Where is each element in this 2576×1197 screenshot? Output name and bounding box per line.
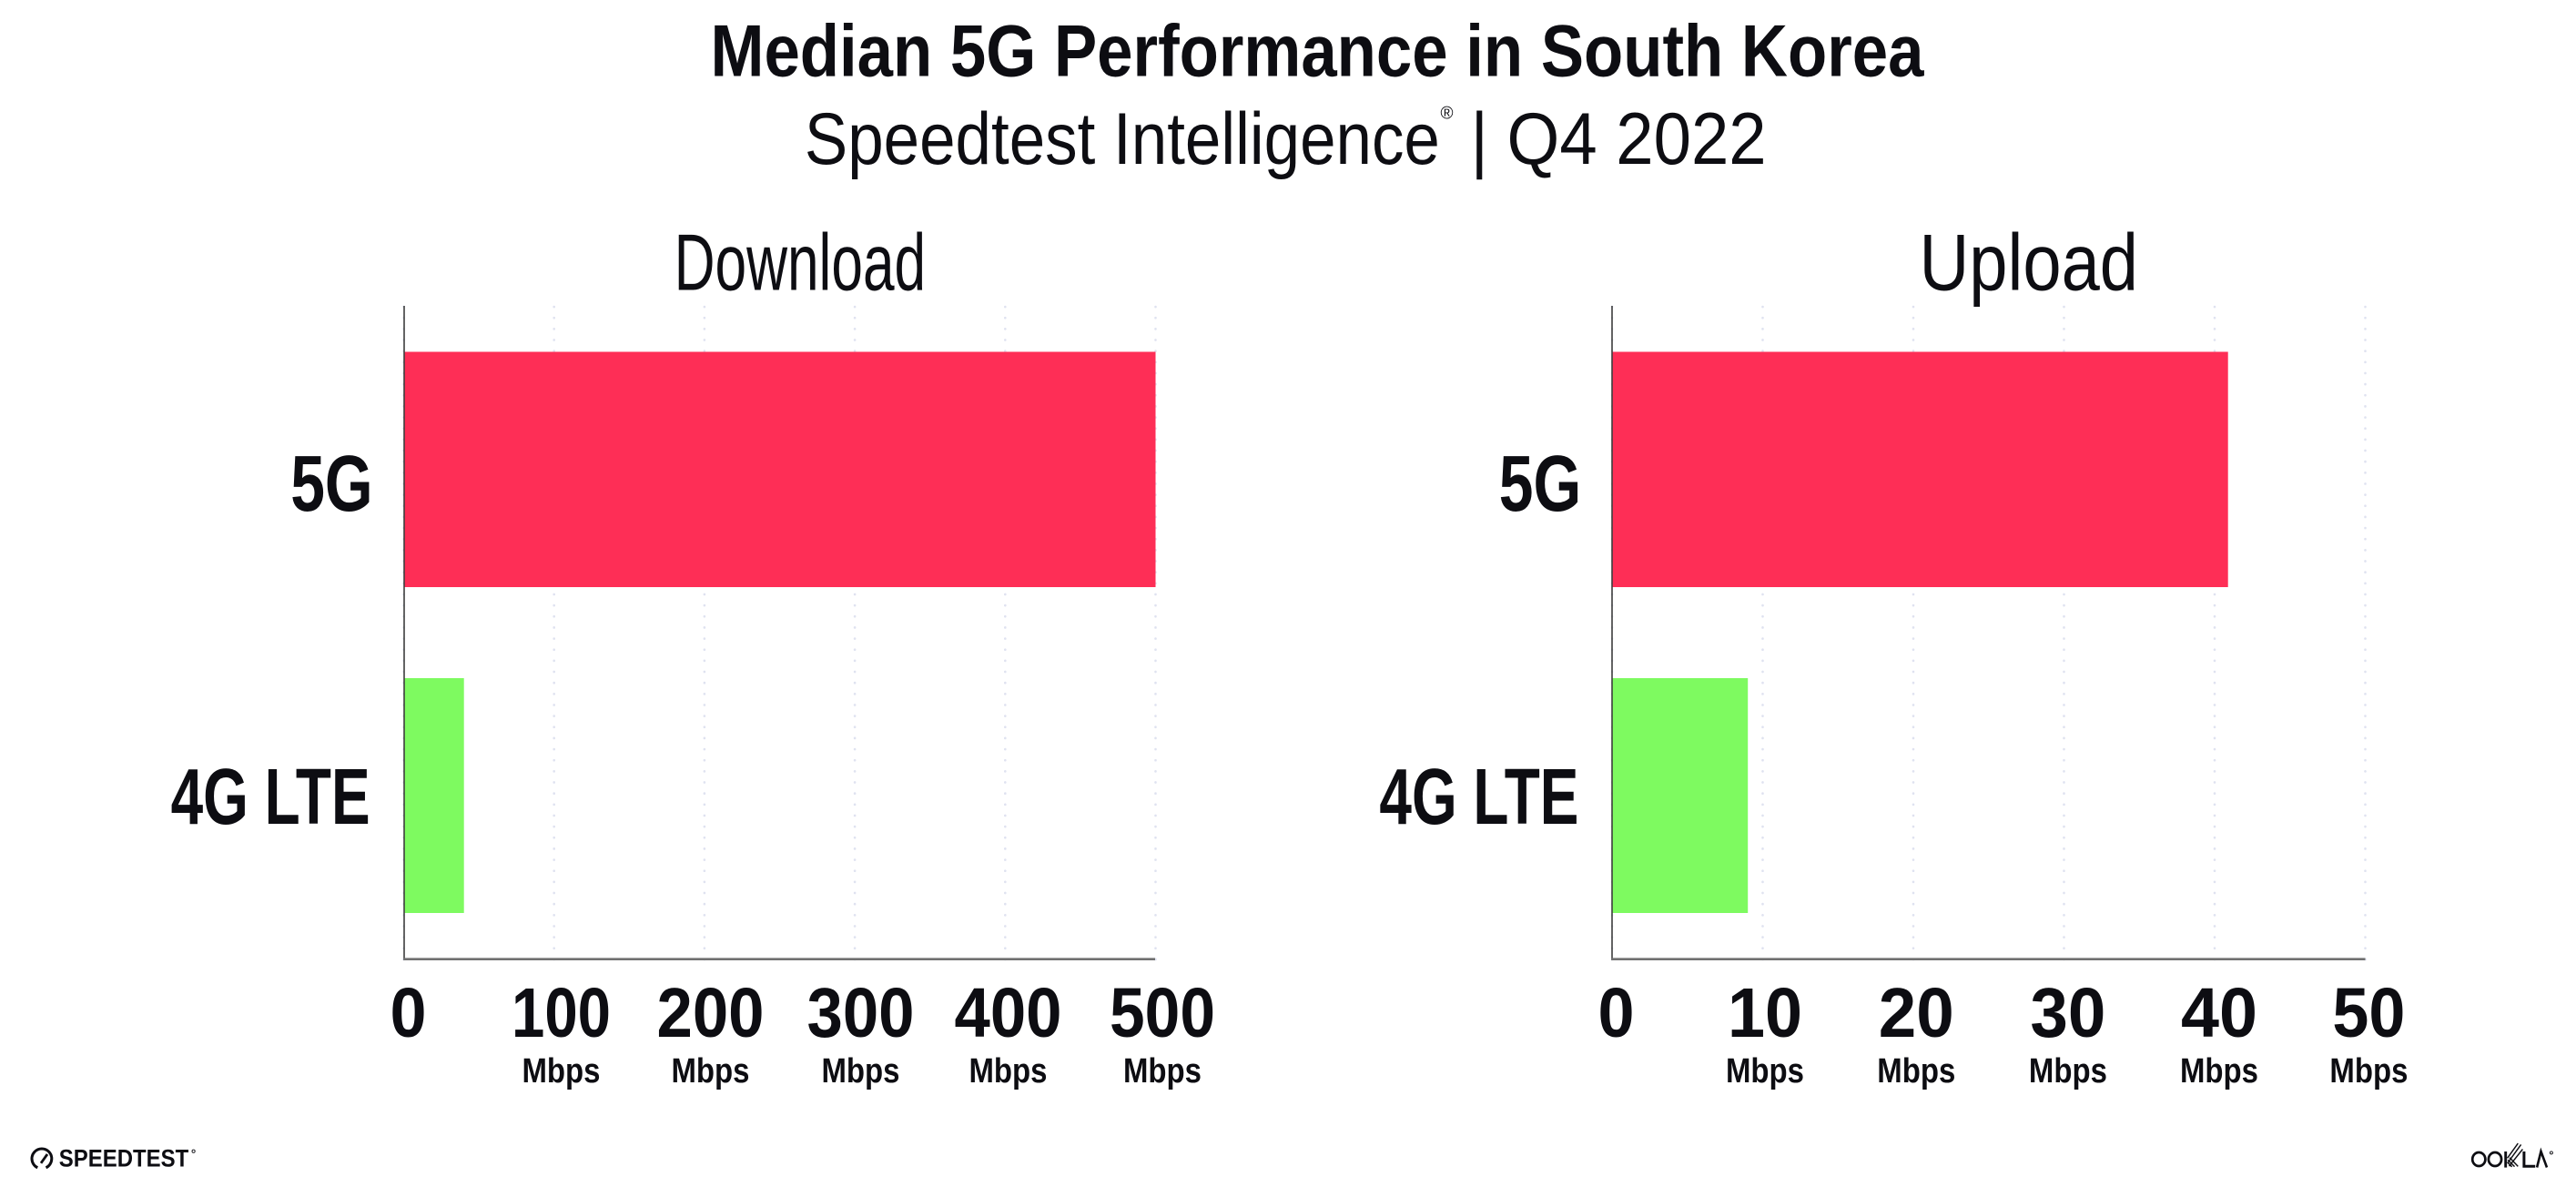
svg-text:4G LTE: 4G LTE (171, 753, 370, 841)
svg-text:Mbps: Mbps (2029, 1052, 2107, 1090)
svg-text:Mbps: Mbps (969, 1052, 1048, 1090)
svg-text:20: 20 (1879, 974, 1954, 1052)
svg-text:5G: 5G (1499, 440, 1582, 528)
svg-text:Mbps: Mbps (822, 1052, 900, 1090)
svg-text:500: 500 (1110, 974, 1215, 1052)
svg-text:®: ® (1441, 105, 1454, 124)
svg-text:Mbps: Mbps (1877, 1052, 1955, 1090)
svg-text:300: 300 (807, 974, 915, 1052)
svg-text:Mbps: Mbps (1123, 1052, 1202, 1090)
svg-text:5G: 5G (290, 440, 373, 528)
svg-text:100: 100 (512, 974, 611, 1052)
svg-text:Mbps: Mbps (522, 1052, 601, 1090)
svg-text:Mbps: Mbps (1726, 1052, 1804, 1090)
svg-text:SPEEDTEST: SPEEDTEST (59, 1144, 189, 1172)
svg-text:Download: Download (674, 218, 927, 308)
svg-text:400: 400 (955, 974, 1062, 1052)
svg-text:50: 50 (2332, 974, 2405, 1052)
svg-text:200: 200 (657, 974, 765, 1052)
svg-text:Mbps: Mbps (2180, 1052, 2258, 1090)
svg-text:4G LTE: 4G LTE (1379, 753, 1578, 841)
svg-text:0: 0 (390, 974, 427, 1052)
svg-text:0: 0 (1598, 974, 1635, 1052)
svg-text:Mbps: Mbps (672, 1052, 750, 1090)
svg-text:Mbps: Mbps (2329, 1052, 2408, 1090)
svg-text:Upload: Upload (1920, 218, 2139, 308)
svg-text:| Q4 2022: | Q4 2022 (1471, 98, 1767, 180)
svg-text:10: 10 (1728, 974, 1802, 1052)
svg-text:Median 5G Performance in South: Median 5G Performance in South Korea (711, 11, 1925, 93)
svg-text:Speedtest Intelligence: Speedtest Intelligence (805, 98, 1440, 180)
svg-text:30: 30 (2030, 974, 2105, 1052)
svg-text:40: 40 (2181, 974, 2257, 1052)
